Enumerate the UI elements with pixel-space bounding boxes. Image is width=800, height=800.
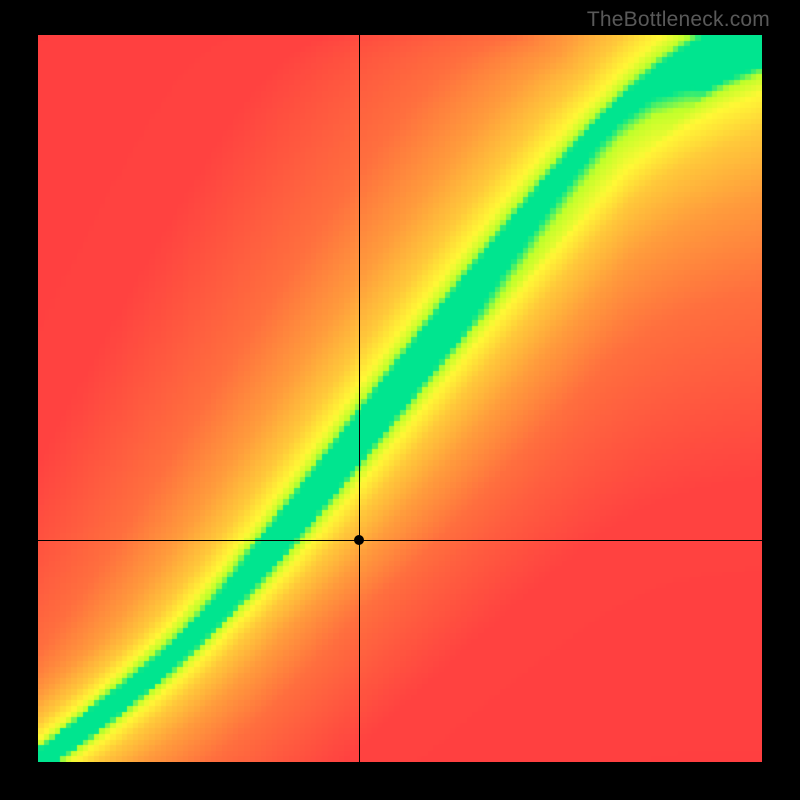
chart-container: TheBottleneck.com bbox=[0, 0, 800, 800]
crosshair-vertical bbox=[359, 35, 360, 762]
heatmap-plot bbox=[38, 35, 762, 762]
watermark-text: TheBottleneck.com bbox=[587, 8, 770, 32]
crosshair-horizontal bbox=[38, 540, 762, 541]
heatmap-canvas bbox=[38, 35, 762, 762]
selected-point-marker bbox=[354, 535, 364, 545]
